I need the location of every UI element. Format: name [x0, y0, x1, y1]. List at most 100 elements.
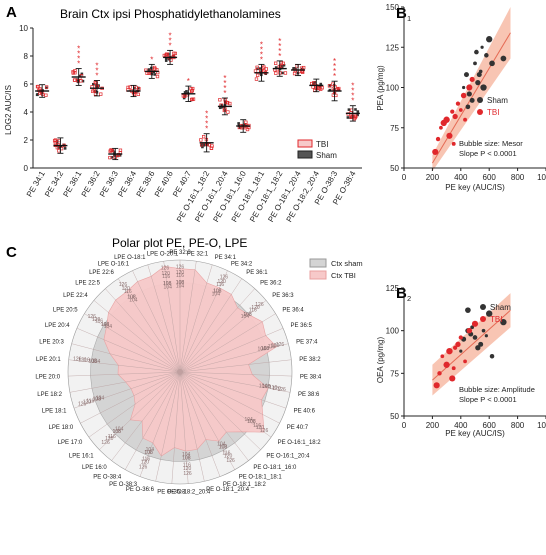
x-tick-label: 200	[426, 421, 440, 430]
category-label: LPE 16:1	[69, 453, 94, 459]
ring-value-label: 126	[101, 440, 110, 446]
tbi-point	[446, 347, 453, 355]
y-tick-label: 125	[386, 284, 400, 293]
ring-value-label: 116	[253, 423, 261, 429]
significance-star: *	[278, 42, 281, 51]
panel-b1-xlabel: PE key (AUC/IS)	[445, 183, 505, 192]
ring-value-label: 120	[251, 305, 260, 311]
x-tick-label: 1000	[537, 421, 546, 430]
category-label: PE O-18:1_16:0	[253, 465, 297, 471]
category-label: LPE O-18:1	[114, 255, 146, 261]
sham-point	[466, 91, 472, 97]
significance-star: *	[260, 55, 263, 64]
category-label: LPE 20:4	[45, 323, 70, 329]
radar-spoke	[139, 371, 181, 477]
sham-point	[319, 82, 323, 86]
category-label: LPE O-20:1	[147, 251, 179, 257]
tbi-point	[226, 110, 230, 114]
tbi-point	[455, 341, 461, 347]
tbi-point	[451, 366, 456, 371]
tbi-point	[202, 135, 206, 139]
legend-swatch-ctx-tbi	[309, 270, 327, 280]
ring-value-label: 120	[162, 271, 171, 277]
category-label: PE O-18:1_18:2	[223, 482, 267, 488]
radar-spoke	[147, 264, 181, 373]
category-label: PE O-38:3	[109, 482, 138, 488]
y-tick-label: 75	[390, 124, 399, 133]
panel-b2-xlabel: PE key (AUC/IS)	[445, 429, 505, 438]
ring-value-label: 108	[163, 281, 172, 287]
significance-star: *	[77, 45, 80, 54]
radar-spoke	[179, 300, 267, 373]
radar-spoke	[179, 288, 255, 373]
ring-value-label: 104	[258, 347, 267, 353]
tbi-point	[292, 71, 297, 76]
ring-value-label: 126	[255, 302, 264, 308]
category-label: LPE 17:0	[58, 440, 83, 446]
sham-point	[150, 66, 153, 70]
significance-star: *	[205, 120, 208, 129]
sham-point	[258, 67, 262, 70]
regression-line	[432, 309, 511, 381]
radar-spoke	[179, 371, 261, 450]
ring-value-label: 108	[243, 312, 252, 318]
significance-star: *	[351, 87, 354, 96]
radar-spoke	[179, 264, 213, 373]
sham-point	[486, 310, 493, 317]
ring-value-label: 116	[86, 399, 94, 405]
y-tick-label: 4	[24, 108, 29, 117]
tbi-point	[118, 148, 123, 152]
sham-point	[484, 334, 488, 338]
tbi-point	[137, 87, 141, 91]
sham-point	[356, 110, 360, 113]
sham-point	[92, 82, 95, 86]
sham-point	[201, 142, 204, 146]
x-tick-label: 600	[483, 173, 497, 182]
significance-star: *	[187, 77, 190, 86]
tbi-point	[449, 375, 456, 382]
legend-label-tbi: TBI	[316, 140, 328, 149]
legend-marker-sham-b2	[480, 304, 486, 310]
legend-label-ctx-tbi: Ctx TBI	[331, 271, 356, 280]
radar-spoke	[179, 371, 189, 484]
legend-label-tbi-b1: TBI	[487, 108, 499, 117]
panel-b1-letter: B	[396, 5, 407, 22]
ring-value-label: 126	[276, 342, 285, 348]
ring-value-label: 108	[219, 445, 228, 451]
category-label: PE O-18:1_20:4	[206, 487, 250, 493]
tbi-point	[354, 114, 358, 119]
panel-b2-legend: Sham TBI	[480, 303, 511, 324]
category-label: PE O-35:3	[157, 490, 186, 496]
ring-value-label: 116	[183, 463, 191, 469]
ring-value-label: 116	[269, 385, 277, 391]
ring-value-label: 104	[129, 298, 138, 304]
significance-star: *	[169, 41, 172, 50]
radar-spoke	[73, 371, 181, 409]
tbi-point	[317, 86, 321, 91]
tbi-point	[73, 71, 77, 75]
x-tick-label: 0	[402, 173, 407, 182]
ring-value-label: 108	[88, 358, 97, 364]
tbi-point	[443, 361, 450, 368]
tbi-point	[44, 93, 48, 97]
radar-spoke	[179, 328, 284, 373]
tbi-point	[450, 109, 455, 114]
category-label: LPE 18:0	[49, 425, 74, 431]
ring-value-label: 108	[213, 288, 222, 294]
ring-value-label: 108	[261, 346, 270, 352]
tbi-point	[225, 100, 229, 105]
ring-value-label: 108	[247, 419, 256, 425]
significance-star: *	[150, 55, 153, 64]
ring-value-label: 126	[220, 274, 229, 280]
category-label: LPE 18:2	[37, 392, 62, 398]
category-label: PE O-18:2_20:4	[167, 490, 211, 496]
tbi-point	[36, 84, 40, 89]
sham-point	[243, 123, 247, 126]
y-tick-label: 8	[24, 52, 29, 61]
ring-value-label: 108	[262, 384, 271, 390]
category-label: PE 32:0	[169, 250, 191, 256]
panel-a: A Brain Ctx ipsi Phosphatidylethanolamin…	[4, 4, 362, 224]
significance-star: *	[77, 55, 80, 64]
